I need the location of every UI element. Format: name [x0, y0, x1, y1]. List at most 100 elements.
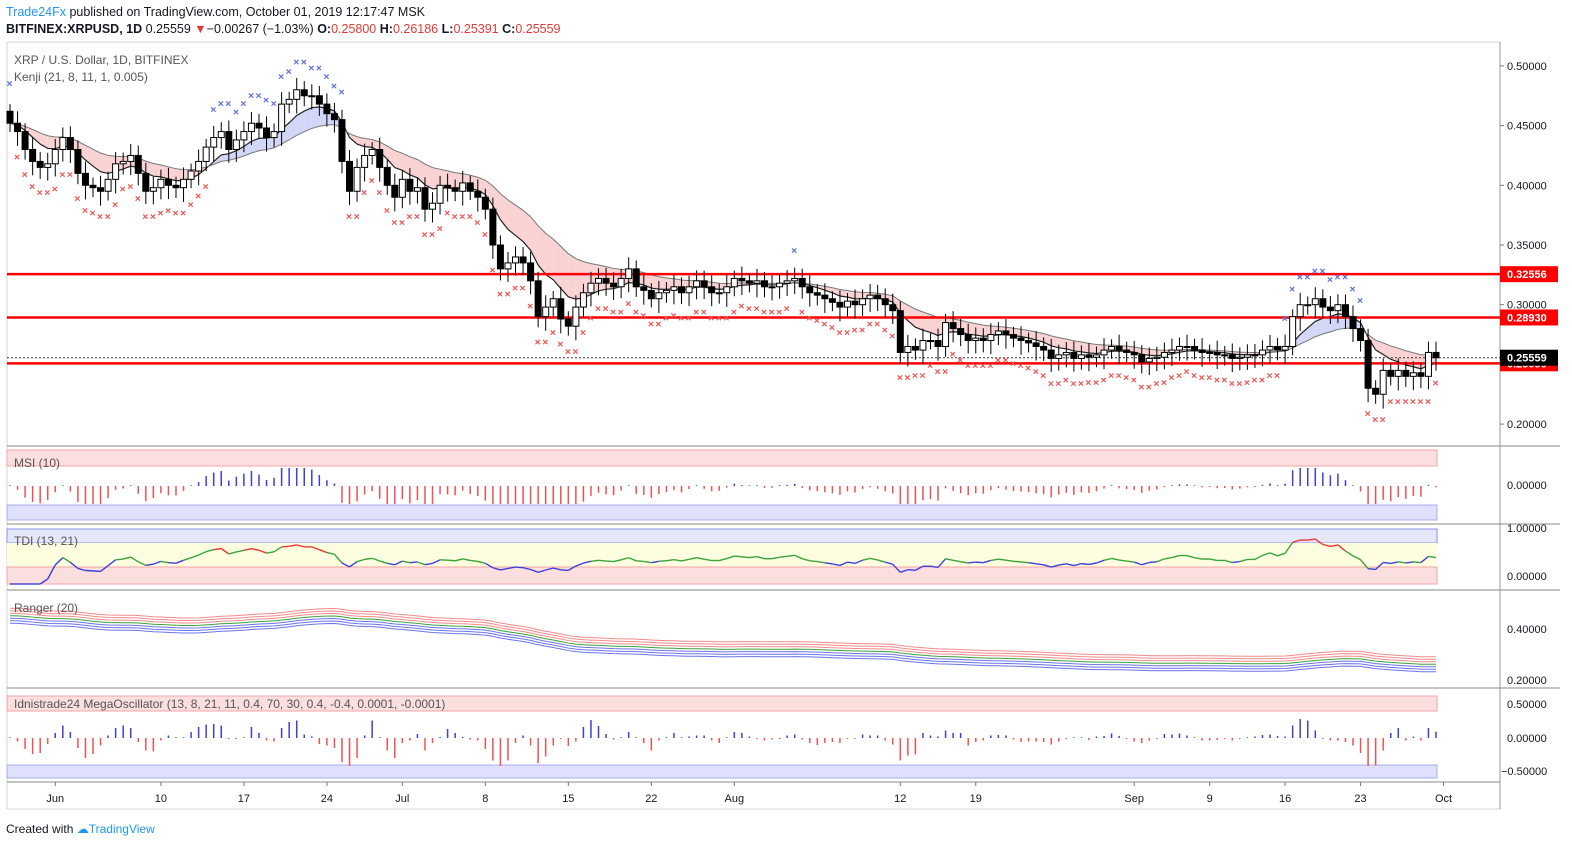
signal-x-mark: ×: [504, 289, 510, 301]
tdi-segment: [817, 560, 825, 564]
tdi-segment: [779, 555, 788, 558]
kenji-cloud-segment: [440, 169, 448, 189]
signal-x-mark: ×: [1002, 354, 1008, 366]
tdi-segment: [205, 548, 214, 553]
signal-x-mark: ×: [263, 95, 269, 107]
tdi-segment: [1368, 567, 1376, 571]
candle-up: [44, 163, 52, 168]
signal-x-mark: ×: [836, 327, 842, 339]
signal-x-mark: ×: [157, 207, 163, 219]
candle-up: [240, 131, 248, 141]
candle-up: [1266, 345, 1274, 351]
tradingview-brand[interactable]: TradingView: [88, 822, 155, 836]
signal-x-mark: ×: [701, 307, 707, 319]
tdi-segment: [387, 562, 395, 566]
tdi-segment: [666, 559, 675, 562]
tdi-segment: [1186, 554, 1195, 559]
tdi-segment: [326, 551, 335, 555]
candle-down: [1341, 304, 1349, 318]
candle-up: [1221, 354, 1229, 357]
kenji-cloud-segment: [47, 135, 56, 149]
signal-x-mark: ×: [1176, 370, 1182, 382]
tdi-segment: [220, 547, 230, 555]
signal-x-mark: ×: [1018, 360, 1024, 372]
ranger-pane-title: Ranger (20): [14, 601, 78, 615]
tdi-segment: [432, 559, 441, 565]
kenji-cloud-segment: [930, 314, 939, 336]
tdi-segment: [1141, 561, 1150, 566]
candle-up: [1175, 345, 1183, 351]
candle-up: [278, 103, 286, 133]
price-axis[interactable]: 0.50000 0.45000 0.40000 0.35000 0.30000 0.200…: [1500, 61, 1547, 431]
kenji-cloud-segment: [394, 150, 403, 171]
publisher-name[interactable]: Trade24Fx: [6, 5, 66, 19]
signal-x-mark: ×: [399, 217, 405, 229]
tdi-segment: [1232, 560, 1240, 564]
tdi-segment: [371, 557, 380, 562]
tdi-segment: [484, 562, 494, 569]
candle-up: [625, 268, 633, 279]
candle-down: [406, 178, 414, 192]
signal-x-mark: ×: [437, 223, 443, 235]
kenji-cloud-segment: [1322, 316, 1331, 335]
tdi-segment: [1126, 560, 1135, 563]
symbol-line: BITFINEX:XRPUSD, 1D 0.25559 ▼−0.00267 (−…: [6, 21, 561, 38]
tdi-segment: [1322, 543, 1331, 548]
signal-x-mark: ×: [1168, 372, 1174, 384]
candle-down: [1032, 342, 1040, 347]
signal-x-mark: ×: [195, 191, 201, 203]
tdi-segment: [892, 563, 901, 573]
tdi-segment: [590, 559, 599, 562]
signal-x-mark: ×: [1433, 377, 1439, 389]
kenji-cloud-segment: [477, 177, 486, 195]
candle-down: [164, 178, 172, 186]
signal-x-mark: ×: [180, 207, 186, 219]
candle-up: [1334, 304, 1342, 312]
kenji-cloud-segment: [968, 322, 976, 336]
signal-x-mark: ×: [874, 318, 880, 330]
tdi-segment: [545, 567, 554, 571]
tdi-segment: [1036, 563, 1044, 566]
tdi-segment: [515, 566, 524, 569]
signal-x-mark: ×: [738, 301, 744, 313]
signal-x-mark: ×: [316, 62, 322, 74]
candle-up: [1394, 369, 1402, 377]
price-tick-label: 0.40000: [1507, 180, 1547, 192]
candle-down: [964, 334, 972, 342]
tdi-segment: [869, 557, 878, 561]
svg-text:0.50000: 0.50000: [1507, 699, 1547, 711]
tdi-segment: [756, 556, 765, 560]
candle-down: [1364, 340, 1372, 389]
tdi-segment: [741, 556, 750, 559]
candle-up: [1424, 351, 1432, 377]
tdi-segment: [1164, 556, 1173, 560]
candle-up: [1311, 298, 1319, 306]
time-axis[interactable]: Jun 10 17 24 Jul 8 15 22 Aug 12 19 Sep 9 16 23 Oct: [46, 782, 1452, 805]
candle-up: [1183, 345, 1191, 348]
kenji-cloud-segment: [1058, 337, 1067, 349]
candle-up: [662, 289, 670, 294]
kenji-cloud-segment: [1413, 352, 1421, 369]
tdi-segment: [258, 549, 267, 554]
candle-down: [1417, 372, 1425, 377]
signal-x-mark: ×: [723, 312, 729, 324]
candle-down: [813, 292, 821, 296]
ranger-line: [9, 617, 1437, 668]
signal-x-mark: ×: [761, 307, 767, 319]
signal-x-mark: ×: [1304, 271, 1310, 283]
tdi-segment: [236, 549, 245, 553]
candle-down: [874, 294, 882, 300]
tdi-segment: [1103, 557, 1112, 562]
candle-up: [361, 154, 369, 168]
tdi-segment: [998, 558, 1007, 561]
candle-up: [368, 148, 376, 156]
tdi-segment: [311, 546, 320, 551]
time-tick-label: 10: [155, 793, 167, 805]
kenji-slow-line: [9, 122, 1437, 356]
candle-down: [889, 304, 897, 312]
signal-x-mark: ×: [686, 312, 692, 324]
kenji-cloud-segment: [243, 141, 252, 157]
tdi-bands: [6, 528, 1438, 585]
